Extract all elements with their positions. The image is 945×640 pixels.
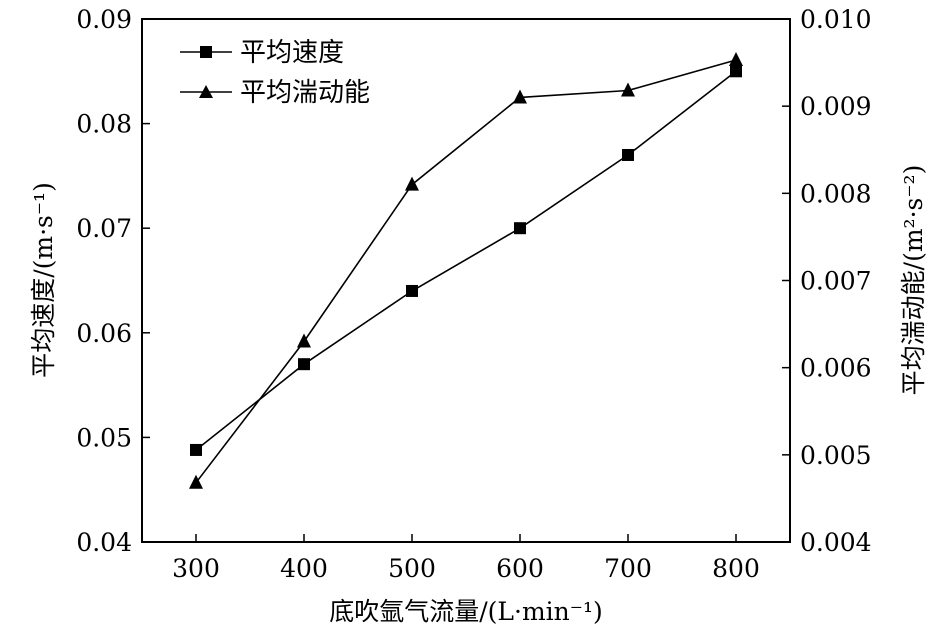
data-point-triangle	[513, 89, 527, 104]
right-tick-label: 0.004	[800, 528, 872, 557]
right-y-axis-title: 平均湍动能/(m²·s⁻²)	[899, 165, 928, 396]
right-tick-label: 0.008	[800, 179, 872, 208]
left-tick-label: 0.07	[76, 214, 132, 243]
data-point-square	[730, 65, 742, 78]
right-tick-label: 0.010	[800, 5, 872, 34]
left-y-axis-title: 平均速度/(m·s⁻¹)	[29, 182, 58, 378]
x-tick-label: 300	[172, 554, 220, 583]
legend-label-speed: 平均速度	[240, 38, 344, 68]
legend-marker-triangle	[199, 85, 213, 98]
x-axis-title: 底吹氩气流量/(L·min⁻¹)	[329, 597, 603, 626]
data-point-triangle	[405, 176, 419, 191]
x-axis: 300 400 500 600 700 800	[172, 534, 760, 583]
data-point-triangle	[729, 51, 743, 66]
data-point-square	[298, 358, 310, 371]
right-tick-label: 0.006	[800, 354, 872, 383]
right-y-axis: 0.004 0.005 0.006 0.007 0.008 0.009 0.010	[782, 5, 872, 557]
series-line-1	[195, 59, 737, 484]
left-y-axis: 0.04 0.05 0.06 0.07 0.08 0.09	[76, 5, 150, 557]
data-point-square	[406, 284, 418, 297]
left-tick-label: 0.09	[76, 5, 132, 34]
x-tick-label: 800	[712, 554, 760, 583]
data-point-triangle	[621, 82, 635, 97]
data-point-triangle	[189, 474, 203, 489]
data-point-square	[514, 222, 526, 235]
series-line-0	[195, 70, 737, 451]
data-point-square	[190, 443, 202, 456]
data-point-triangle	[297, 333, 311, 348]
right-tick-label: 0.007	[800, 267, 872, 296]
data-point-square	[622, 148, 634, 161]
legend-label-tke: 平均湍动能	[240, 78, 370, 108]
x-tick-label: 700	[604, 554, 652, 583]
x-tick-label: 500	[388, 554, 436, 583]
legend-marker-square	[200, 46, 212, 58]
series-layer	[189, 51, 743, 489]
right-tick-label: 0.005	[800, 441, 872, 470]
left-tick-label: 0.06	[76, 319, 132, 348]
x-tick-label: 400	[280, 554, 328, 583]
left-tick-label: 0.08	[76, 110, 132, 139]
left-tick-label: 0.04	[76, 528, 132, 557]
x-tick-label: 600	[496, 554, 544, 583]
left-tick-label: 0.05	[76, 423, 132, 452]
right-tick-label: 0.009	[800, 92, 872, 121]
legend: 平均速度 平均湍动能	[180, 38, 370, 108]
